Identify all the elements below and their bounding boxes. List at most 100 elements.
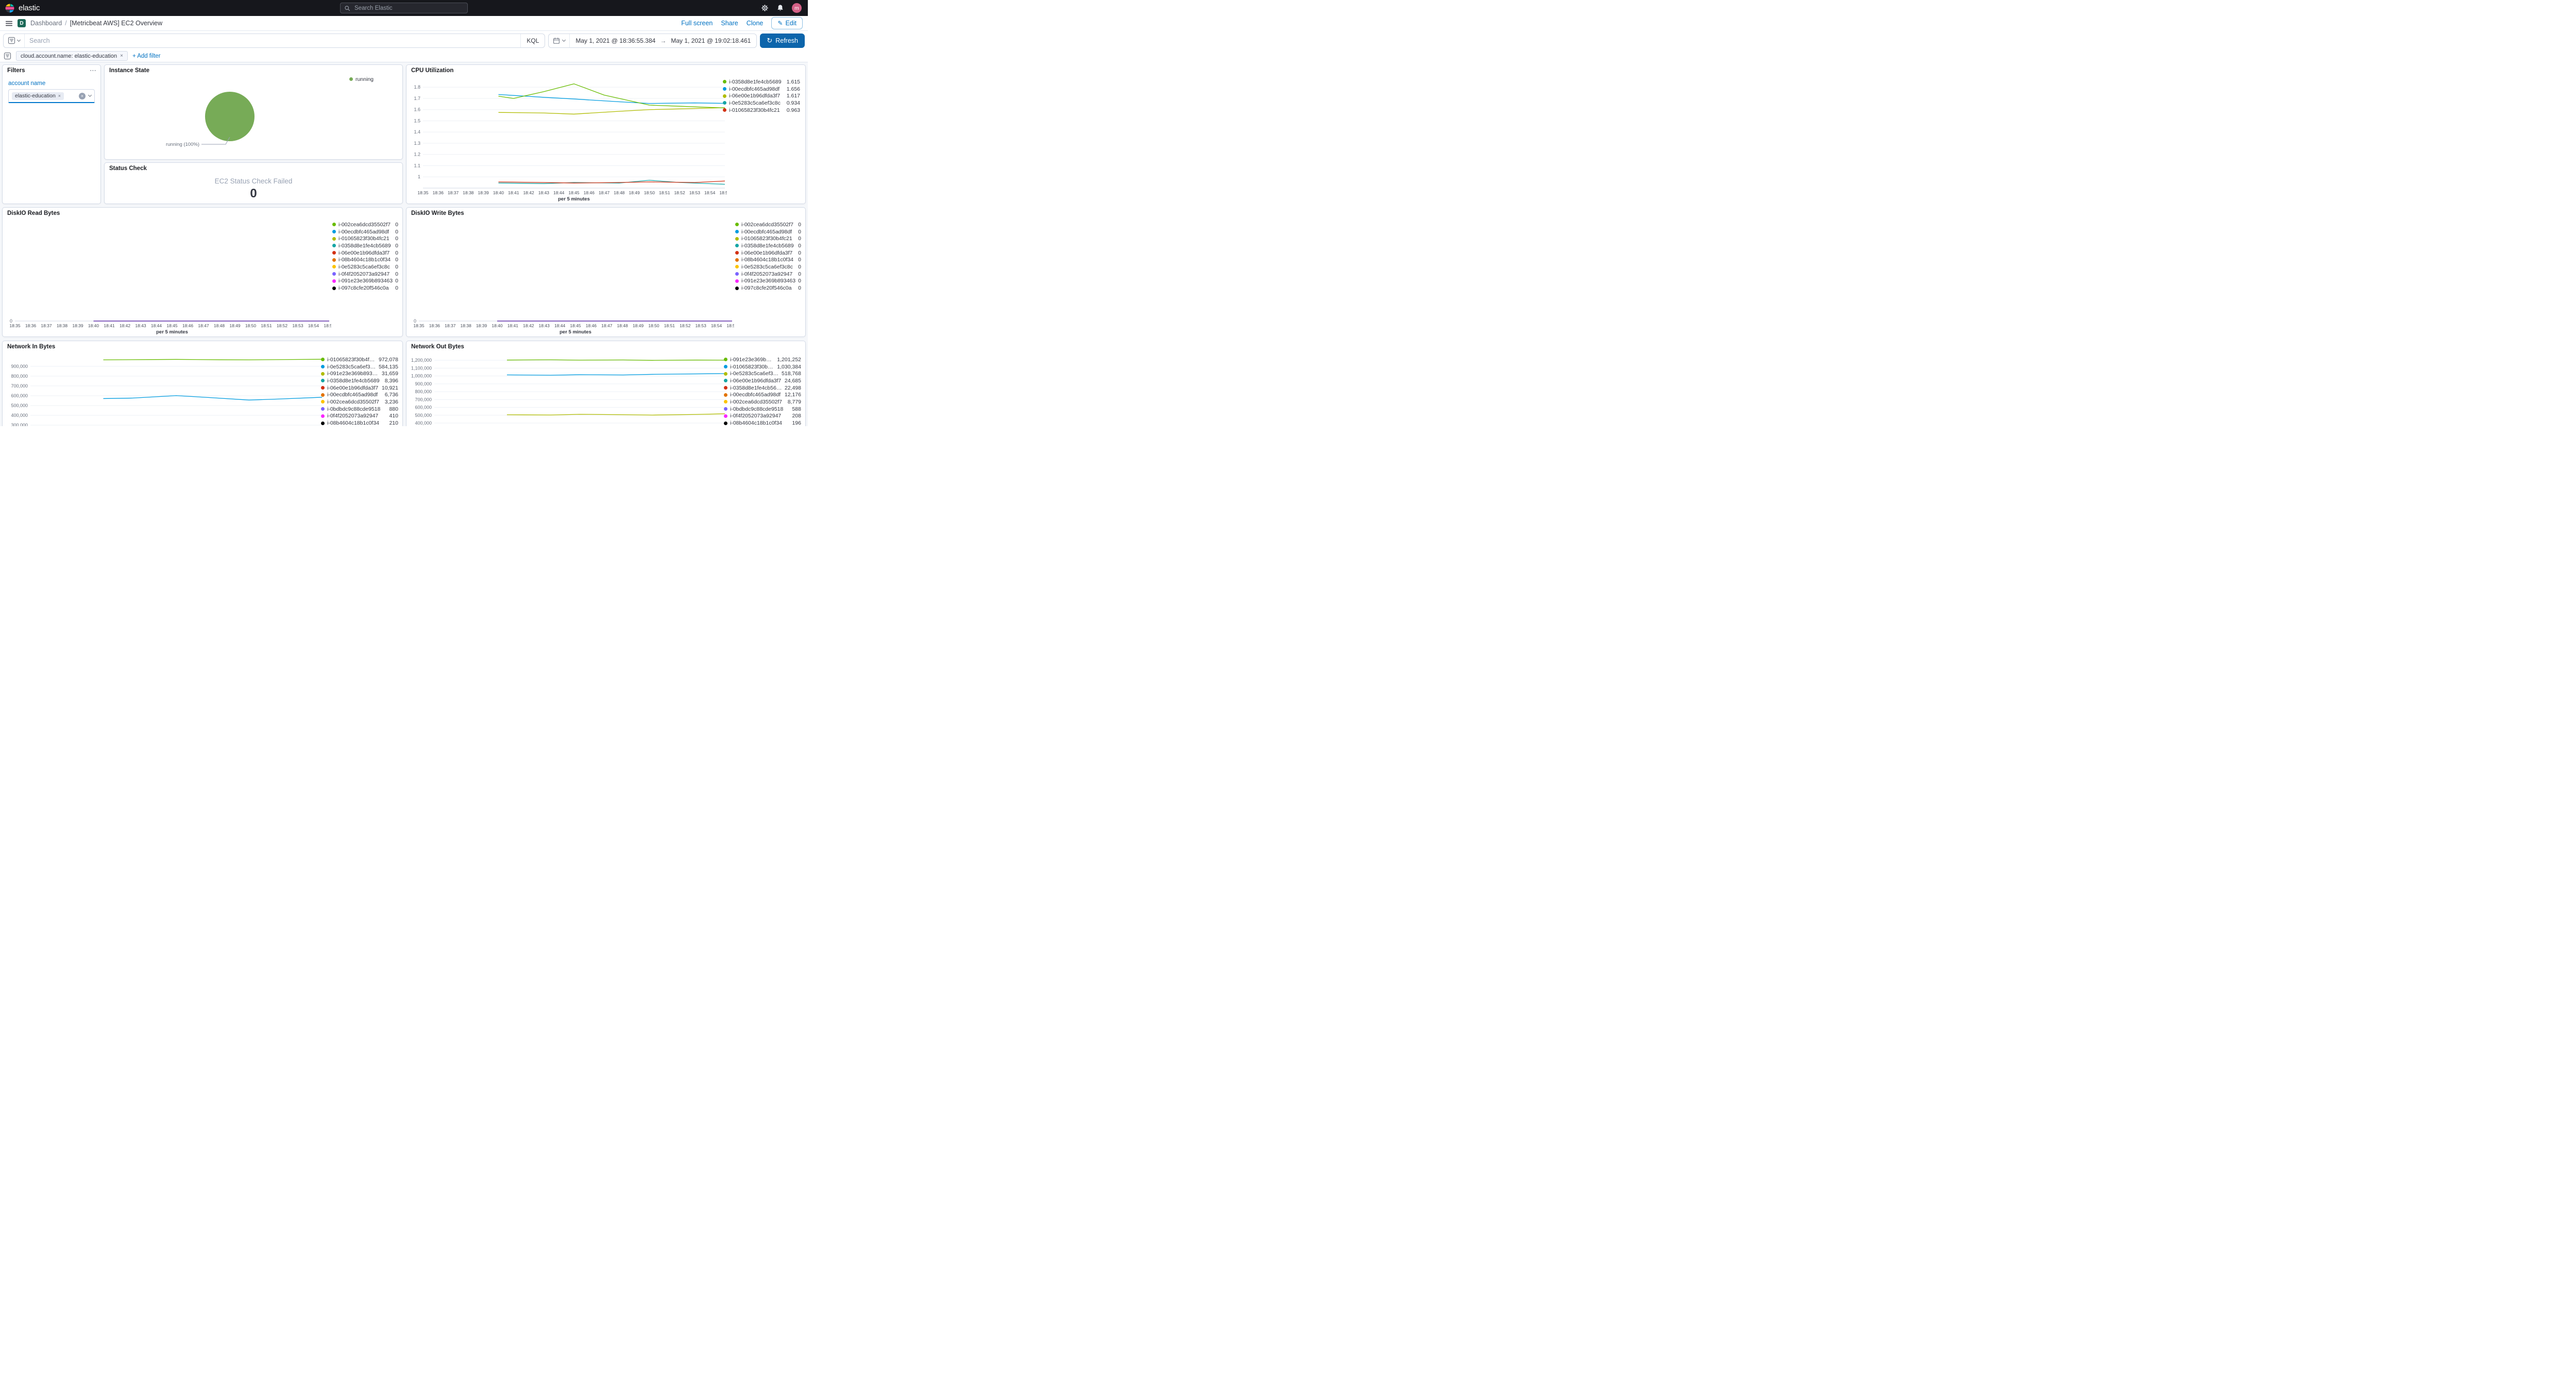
user-avatar[interactable]: m xyxy=(792,3,802,13)
share-link[interactable]: Share xyxy=(721,20,738,27)
legend-item[interactable]: i-0358d8e1fe4cb5689 0 xyxy=(332,242,398,249)
legend-item[interactable]: i-0e5283c5ca6ef3c8c 584,135 xyxy=(321,363,398,371)
refresh-button[interactable]: ↻ Refresh xyxy=(760,33,805,48)
panel-title[interactable]: Network Out Bytes xyxy=(411,344,464,350)
legend-item[interactable]: i-08b4604c18b1c0f34 0 xyxy=(332,256,398,263)
full-screen-link[interactable]: Full screen xyxy=(681,20,713,27)
legend-item[interactable]: i-00ecdbfc465ad98df 6,736 xyxy=(321,391,398,398)
legend-item[interactable]: i-0f4f2052073a92947 0 xyxy=(735,271,801,278)
legend-item[interactable]: i-01065823f30b4fc... 1,030,384 xyxy=(724,363,801,371)
cpu-utilization-chart[interactable]: 1 1.1 1.2 1.3 1.4 1.5 1.6 1.7 1.8 18:35 18:36 18:37… xyxy=(410,75,727,203)
panel-title[interactable]: Network In Bytes xyxy=(7,344,56,350)
legend-item[interactable]: i-0f4f2052073a92947 208 xyxy=(724,413,801,420)
legend-swatch-icon xyxy=(735,237,739,241)
legend-item[interactable]: i-002cea6dcd35502f7 3,236 xyxy=(321,398,398,406)
svg-text:18:53: 18:53 xyxy=(292,323,303,328)
legend-item[interactable]: i-0e5283c5ca6ef3c8c 0 xyxy=(735,263,801,271)
legend-value: 8,396 xyxy=(384,377,398,384)
legend-item[interactable]: i-002cea6dcd35502f7 8,779 xyxy=(724,398,801,406)
panel-title[interactable]: CPU Utilization xyxy=(411,68,454,74)
query-language-button[interactable]: KQL xyxy=(520,33,545,47)
legend-item[interactable]: i-06e00e1b96dfda3f7 1.617 xyxy=(723,92,800,99)
legend-item[interactable]: i-0bdbdc9c88cde9518 880 xyxy=(321,406,398,413)
saved-query-button[interactable] xyxy=(4,33,25,47)
chevron-down-icon[interactable] xyxy=(88,93,92,97)
chevron-down-icon xyxy=(562,38,566,42)
legend-item[interactable]: i-0358d8e1fe4cb5689 0 xyxy=(735,242,801,249)
global-search-input[interactable] xyxy=(353,4,464,12)
add-filter-link[interactable]: + Add filter xyxy=(132,53,161,59)
legend-item[interactable]: i-00ecdbfc465ad98df 0 xyxy=(735,228,801,235)
remove-option-icon[interactable]: × xyxy=(58,93,61,98)
legend-item[interactable]: i-0358d8e1fe4cb5689 8,396 xyxy=(321,377,398,384)
legend-item[interactable]: i-06e00e1b96dfda3f7 24,685 xyxy=(724,377,801,384)
legend-swatch-icon xyxy=(321,407,325,411)
legend-item[interactable]: i-00ecdbfc465ad98df 12,176 xyxy=(724,391,801,398)
legend-item[interactable]: running xyxy=(349,76,374,83)
legend-item[interactable]: i-01065823f30b4fc21 0.963 xyxy=(723,107,800,114)
query-search-input[interactable] xyxy=(25,37,521,44)
panel-title[interactable]: Status Check xyxy=(109,165,147,172)
svg-text:18:47: 18:47 xyxy=(198,323,209,328)
svg-text:per 5 minutes: per 5 minutes xyxy=(558,196,590,202)
legend-item[interactable]: i-00ecdbfc465ad98df 1.656 xyxy=(723,86,800,93)
legend-item[interactable]: i-002cea6dcd35502f7 0 xyxy=(332,221,398,228)
edit-button[interactable]: ✎ Edit xyxy=(771,17,803,29)
legend-item[interactable]: i-0358d8e1fe4cb5689 1.615 xyxy=(723,78,800,86)
diskio-write-chart[interactable]: 0 18:35 18:36 18:37 18:38 18:39 18:40 18:41 18:4… xyxy=(409,218,734,335)
account-name-combobox[interactable]: elastic-education × × xyxy=(8,89,95,103)
menu-hamburger-icon[interactable] xyxy=(5,20,13,27)
alerts-bell-icon[interactable] xyxy=(776,4,784,12)
panel-title[interactable]: DiskIO Read Bytes xyxy=(7,210,60,216)
network-out-chart[interactable]: 400,000 500,000 600,000 700,000 800,000 900,0… xyxy=(409,351,727,426)
legend-item[interactable]: i-08b4604c18b1c0f34 0 xyxy=(735,256,801,263)
legend-item[interactable]: i-0e5283c5ca6ef3c8c 0 xyxy=(332,263,398,271)
legend-item[interactable]: i-08b4604c18b1c0f34 196 xyxy=(724,419,801,426)
legend-item[interactable]: i-097c8cfe20f546c0a 0 xyxy=(735,284,801,292)
panel-menu-icon[interactable]: ⋯ xyxy=(90,66,96,74)
legend-item[interactable]: i-091e23e369b893463 0 xyxy=(332,278,398,285)
settings-icon[interactable] xyxy=(761,4,769,12)
svg-text:900,000: 900,000 xyxy=(415,381,432,386)
end-date-button[interactable]: May 1, 2021 @ 19:02:18.461 xyxy=(671,37,751,44)
legend-item[interactable]: i-08b4604c18b1c0f34 210 xyxy=(321,419,398,426)
legend-item[interactable]: i-091e23e369b893463 0 xyxy=(735,278,801,285)
legend-item[interactable]: i-091e23e369b893463 31,659 xyxy=(321,370,398,377)
start-date-button[interactable]: May 1, 2021 @ 18:36:55.384 xyxy=(575,37,656,44)
legend-item[interactable]: i-06e00e1b96dfda3f7 0 xyxy=(735,249,801,257)
clear-selection-icon[interactable]: × xyxy=(79,92,86,99)
legend-value: 1,201,252 xyxy=(777,356,801,363)
legend-item[interactable]: i-0e5283c5ca6ef3c8c 0.934 xyxy=(723,99,800,107)
filter-pill[interactable]: cloud.account.name: elastic-education × xyxy=(16,51,128,61)
date-picker-quick-menu[interactable] xyxy=(549,33,570,47)
legend-value: 0.934 xyxy=(786,99,800,106)
legend-item[interactable]: i-091e23e369b893...1,201,252 xyxy=(724,356,801,363)
panel-title[interactable]: Instance State xyxy=(109,68,149,74)
legend-item[interactable]: i-0f4f2052073a92947 410 xyxy=(321,413,398,420)
legend-item[interactable]: i-0f4f2052073a92947 0 xyxy=(332,271,398,278)
network-in-chart[interactable]: 300,000 400,000 500,000 600,000 700,000 800,0… xyxy=(5,351,324,426)
diskio-read-chart[interactable]: 0 18:35 18:36 18:37 18:38 18:39 18:40 18:41 18:4… xyxy=(5,218,331,335)
clone-link[interactable]: Clone xyxy=(746,20,764,27)
remove-filter-icon[interactable]: × xyxy=(120,53,123,59)
legend-item[interactable]: i-01065823f30b4fc21 0 xyxy=(332,235,398,242)
legend-item[interactable]: i-06e00e1b96dfda3f7 0 xyxy=(332,249,398,257)
panel-title[interactable]: DiskIO Write Bytes xyxy=(411,210,464,216)
legend-item[interactable]: i-06e00e1b96dfda3f7 10,921 xyxy=(321,384,398,392)
legend-item[interactable]: i-01065823f30b4fc21 972,078 xyxy=(321,356,398,363)
instance-state-pie-chart[interactable]: running (100%) xyxy=(105,65,402,159)
elastic-logo-icon[interactable] xyxy=(5,4,14,13)
legend-item[interactable]: i-0bdbdc9c88cde9518 588 xyxy=(724,406,801,413)
legend-item[interactable]: i-01065823f30b4fc21 0 xyxy=(735,235,801,242)
legend-item[interactable]: i-00ecdbfc465ad98df 0 xyxy=(332,228,398,235)
legend-item[interactable]: i-002cea6dcd35502f7 0 xyxy=(735,221,801,228)
legend-item[interactable]: i-0e5283c5ca6ef3c8c 518,768 xyxy=(724,370,801,377)
breadcrumb-dashboard-link[interactable]: Dashboard xyxy=(30,20,62,27)
legend-item[interactable]: i-097c8cfe20f546c0a 0 xyxy=(332,284,398,292)
legend-item[interactable]: i-0358d8e1fe4cb5689 22,498 xyxy=(724,384,801,392)
deployment-badge[interactable]: D xyxy=(18,19,26,27)
filter-options-button[interactable] xyxy=(4,52,11,60)
panel-title[interactable]: Filters xyxy=(7,68,25,74)
selected-option-pill[interactable]: elastic-education × xyxy=(12,92,64,100)
global-search[interactable] xyxy=(340,3,468,13)
